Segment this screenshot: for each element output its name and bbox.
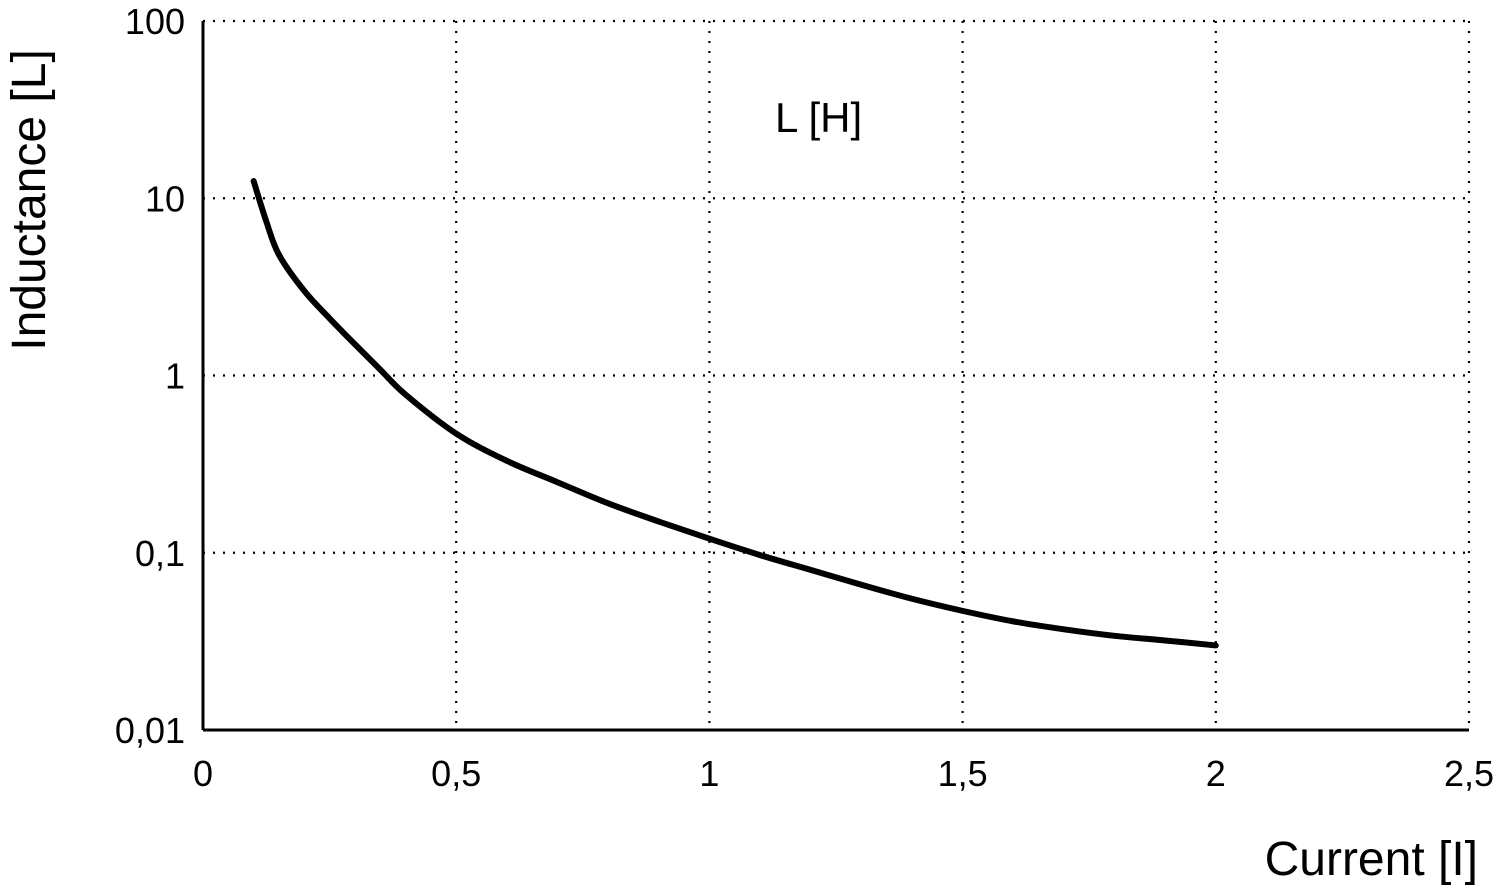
x-axis-title: Current [I]	[1265, 833, 1478, 886]
y-tick-label-4: 100	[125, 1, 185, 42]
y-tick-label-2: 1	[165, 356, 185, 397]
y-tick-label-0: 0,01	[115, 710, 185, 751]
x-tick-label-4: 2	[1206, 753, 1226, 794]
y-axis-title: Inductance [L]	[3, 49, 56, 351]
series-layer	[250, 178, 1219, 649]
axes	[201, 21, 1469, 732]
x-tick-label-0: 0	[193, 753, 213, 794]
y-tick-label-1: 0,1	[135, 533, 185, 574]
x-tick-label-5: 2,5	[1444, 753, 1494, 794]
x-tick-label-1: 0,5	[431, 753, 481, 794]
y-tick-label-3: 10	[145, 178, 185, 219]
x-tick-label-2: 1	[699, 753, 719, 794]
tick-labels: 0 0,5 1 1,5 2 2,5 0,01 0,1 1 10 100	[115, 1, 1494, 794]
series-label: L [H]	[775, 94, 862, 141]
x-tick-label-3: 1,5	[938, 753, 988, 794]
series-line-0	[250, 178, 1219, 649]
